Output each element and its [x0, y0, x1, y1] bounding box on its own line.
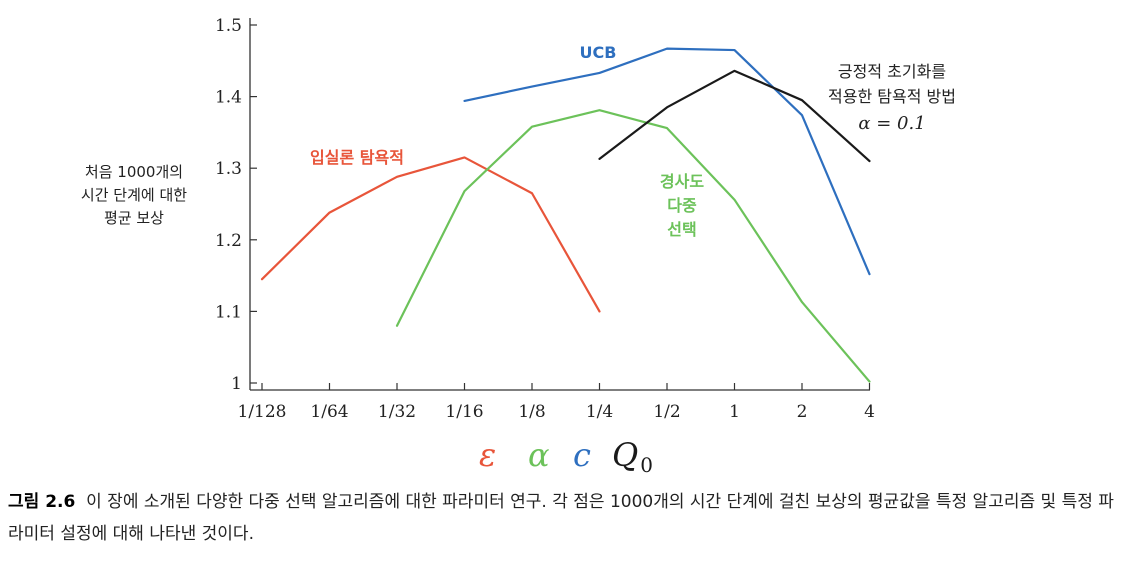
gradient-bandit-label: 선택 [667, 220, 696, 239]
x-tick-label: 1/128 [238, 402, 287, 422]
y-axis-label-line: 평균 보상 [104, 209, 164, 227]
x-tick-label: 1/16 [445, 402, 483, 422]
figure-caption: 그림 2.6 이 장에 소개된 다양한 다중 선택 알고리즘에 대한 파라미터 … [8, 486, 1116, 550]
caption-title: 그림 2.6 [8, 492, 76, 512]
series-lines [260, 47, 871, 383]
optimistic-init-label: 긍정적 초기화를 [838, 62, 946, 81]
y-axis-label-line: 시간 단계에 대한 [81, 186, 187, 204]
x-tick-label: 1/32 [378, 402, 416, 422]
gradient-bandit-label: 다중 [667, 196, 697, 215]
axes: 1 1.1 1.2 1.3 1.4 1.5 1/128 1/64 1/32 1/16 1/8 1/4 1… [215, 16, 875, 422]
parameter-label-subscript: 0 [640, 453, 653, 477]
y-tick-label: 1.3 [215, 159, 242, 179]
series-line [463, 47, 871, 276]
optimistic-init-label: 적용한 탐욕적 방법 [828, 87, 956, 106]
y-tick-label: 1.2 [215, 231, 242, 251]
parameter-label: ε [479, 436, 496, 474]
epsilon-greedy-label: 입실론 탐욕적 [310, 148, 404, 167]
parameter-label: α [528, 436, 550, 474]
x-tick-label: 1/4 [586, 402, 613, 422]
x-tick-label: 4 [864, 402, 875, 422]
y-axis-label-line: 처음 1000개의 [85, 163, 183, 181]
x-tick-label: 2 [797, 402, 808, 422]
series-line [260, 156, 601, 313]
x-tick-label: 1/8 [518, 402, 545, 422]
y-tick-label: 1 [231, 374, 242, 394]
x-tick-label: 1/2 [653, 402, 680, 422]
x-tick-label: 1 [729, 402, 740, 422]
y-tick-label: 1.1 [215, 302, 242, 322]
series-line [598, 69, 871, 163]
y-tick-label: 1.5 [215, 16, 242, 36]
gradient-bandit-label: 경사도 [660, 172, 704, 191]
caption-text: 이 장에 소개된 다양한 다중 선택 알고리즘에 대한 파라미터 연구. 각 점… [8, 492, 1114, 544]
alpha-annotation: α = 0.1 [858, 113, 925, 134]
parameter-label: c [573, 436, 591, 474]
y-tick-label: 1.4 [215, 88, 242, 108]
series-line [395, 109, 871, 383]
ucb-label: UCB [580, 43, 617, 62]
x-tick-label: 1/64 [310, 402, 348, 422]
